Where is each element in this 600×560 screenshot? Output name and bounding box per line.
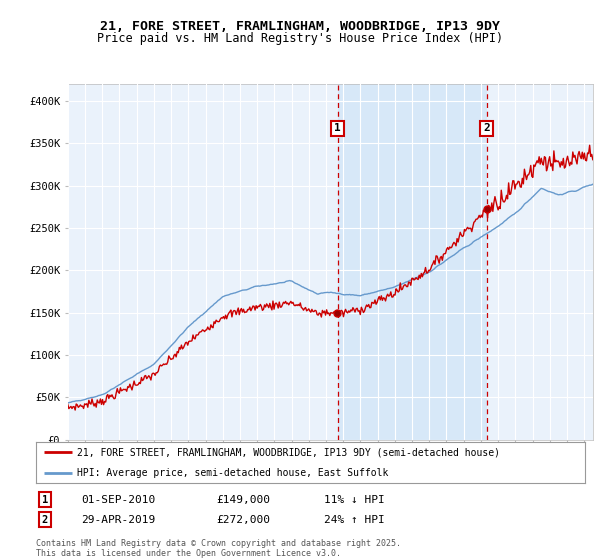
Text: £149,000: £149,000 (216, 494, 270, 505)
Text: Price paid vs. HM Land Registry's House Price Index (HPI): Price paid vs. HM Land Registry's House … (97, 32, 503, 45)
Bar (338, 84, 487, 440)
Text: 21, FORE STREET, FRAMLINGHAM, WOODBRIDGE, IP13 9DY (semi-detached house): 21, FORE STREET, FRAMLINGHAM, WOODBRIDGE… (77, 447, 500, 458)
Text: HPI: Average price, semi-detached house, East Suffolk: HPI: Average price, semi-detached house,… (77, 468, 389, 478)
Text: 01-SEP-2010: 01-SEP-2010 (81, 494, 155, 505)
Text: 29-APR-2019: 29-APR-2019 (81, 515, 155, 525)
Text: 2: 2 (42, 515, 48, 525)
Text: 1: 1 (42, 494, 48, 505)
Text: 2: 2 (483, 123, 490, 133)
Text: 24% ↑ HPI: 24% ↑ HPI (324, 515, 385, 525)
Text: £272,000: £272,000 (216, 515, 270, 525)
Text: 21, FORE STREET, FRAMLINGHAM, WOODBRIDGE, IP13 9DY: 21, FORE STREET, FRAMLINGHAM, WOODBRIDGE… (100, 20, 500, 32)
Text: 1: 1 (334, 123, 341, 133)
Text: Contains HM Land Registry data © Crown copyright and database right 2025.
This d: Contains HM Land Registry data © Crown c… (36, 539, 401, 558)
Text: 11% ↓ HPI: 11% ↓ HPI (324, 494, 385, 505)
